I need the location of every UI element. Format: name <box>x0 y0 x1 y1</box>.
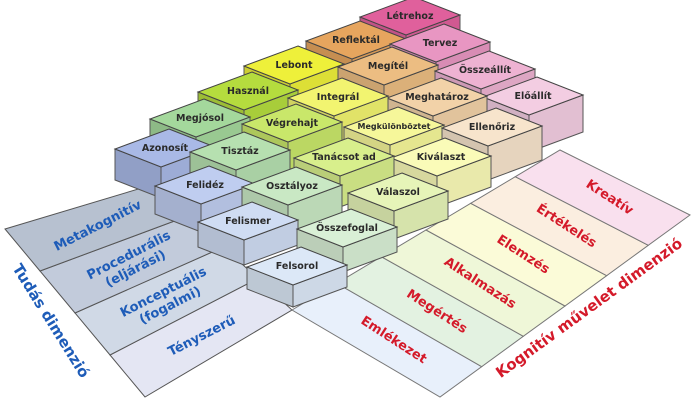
cell-top-face <box>295 208 399 248</box>
cell-label: Tisztáz <box>221 146 259 157</box>
cell-label: Tervez <box>423 38 458 49</box>
cell-top-face <box>292 137 396 177</box>
cell-label: Előállít <box>515 91 552 102</box>
cell-label: Összeállít <box>459 65 512 76</box>
cell-label: Megítél <box>368 61 408 72</box>
cell-top-face <box>336 46 440 86</box>
cell-top-face <box>388 23 492 63</box>
cell-top-face <box>385 77 489 117</box>
cognitive-strip <box>514 149 691 246</box>
cognitive-dimension-panel: EmlékezetMegértésAlkalmazásElemzésÉrtéke… <box>291 149 691 398</box>
cell-top-face <box>304 20 408 60</box>
cell-label: Összefoglal <box>316 223 378 234</box>
cell-top-face <box>342 106 446 146</box>
cell-label: Megjósol <box>176 113 224 124</box>
cell-label: Végrehajt <box>266 118 319 129</box>
cell-label: Integrál <box>317 92 359 103</box>
knowledge-dimension-panel: TényszerűKonceptuális(fogalmi)Procedurál… <box>4 183 293 398</box>
cell-label: Lebont <box>275 60 313 71</box>
cell-label: Felidéz <box>186 180 224 191</box>
cell-top-face <box>148 98 252 138</box>
cell-top-face <box>481 76 585 116</box>
taxonomy-cell: Felismer <box>196 201 300 266</box>
cell-top-face <box>240 103 344 143</box>
cell-top-face <box>113 128 217 168</box>
cell-label: Használ <box>227 86 269 97</box>
cell-top-face <box>389 137 493 177</box>
cell-top-face <box>153 165 257 205</box>
cell-label: Megkülönböztet <box>357 122 430 131</box>
cell-label: Válaszol <box>376 187 420 198</box>
cell-top-face <box>358 0 462 36</box>
cell-label: Osztályoz <box>266 181 318 192</box>
cell-label: Létrehoz <box>387 11 434 22</box>
cell-top-face <box>240 166 344 206</box>
cell-label: Felsorol <box>276 261 318 272</box>
cell-top-face <box>433 50 537 90</box>
cell-top-face <box>188 131 292 171</box>
cell-top-face <box>286 77 390 117</box>
cell-label: Felismer <box>225 216 271 227</box>
taxonomy-blocks: Létrehoz Reflektál Tervez Lebont Megítél Össz… <box>113 0 585 308</box>
cell-label: Tanácsot ad <box>312 152 376 163</box>
cell-label: Ellenőriz <box>469 122 516 133</box>
cell-top-face <box>196 71 300 111</box>
taxonomy-cell: Felsorol <box>245 246 349 308</box>
cell-top-face <box>440 107 544 147</box>
cell-label: Azonosít <box>142 143 189 154</box>
cell-label: Meghatároz <box>405 92 469 103</box>
cell-top-face <box>245 246 349 286</box>
cell-top-face <box>346 172 450 212</box>
cell-top-face <box>196 201 300 241</box>
cell-label: Kiválaszt <box>417 152 466 163</box>
cell-top-face <box>242 45 346 85</box>
cell-label: Reflektál <box>332 35 380 46</box>
